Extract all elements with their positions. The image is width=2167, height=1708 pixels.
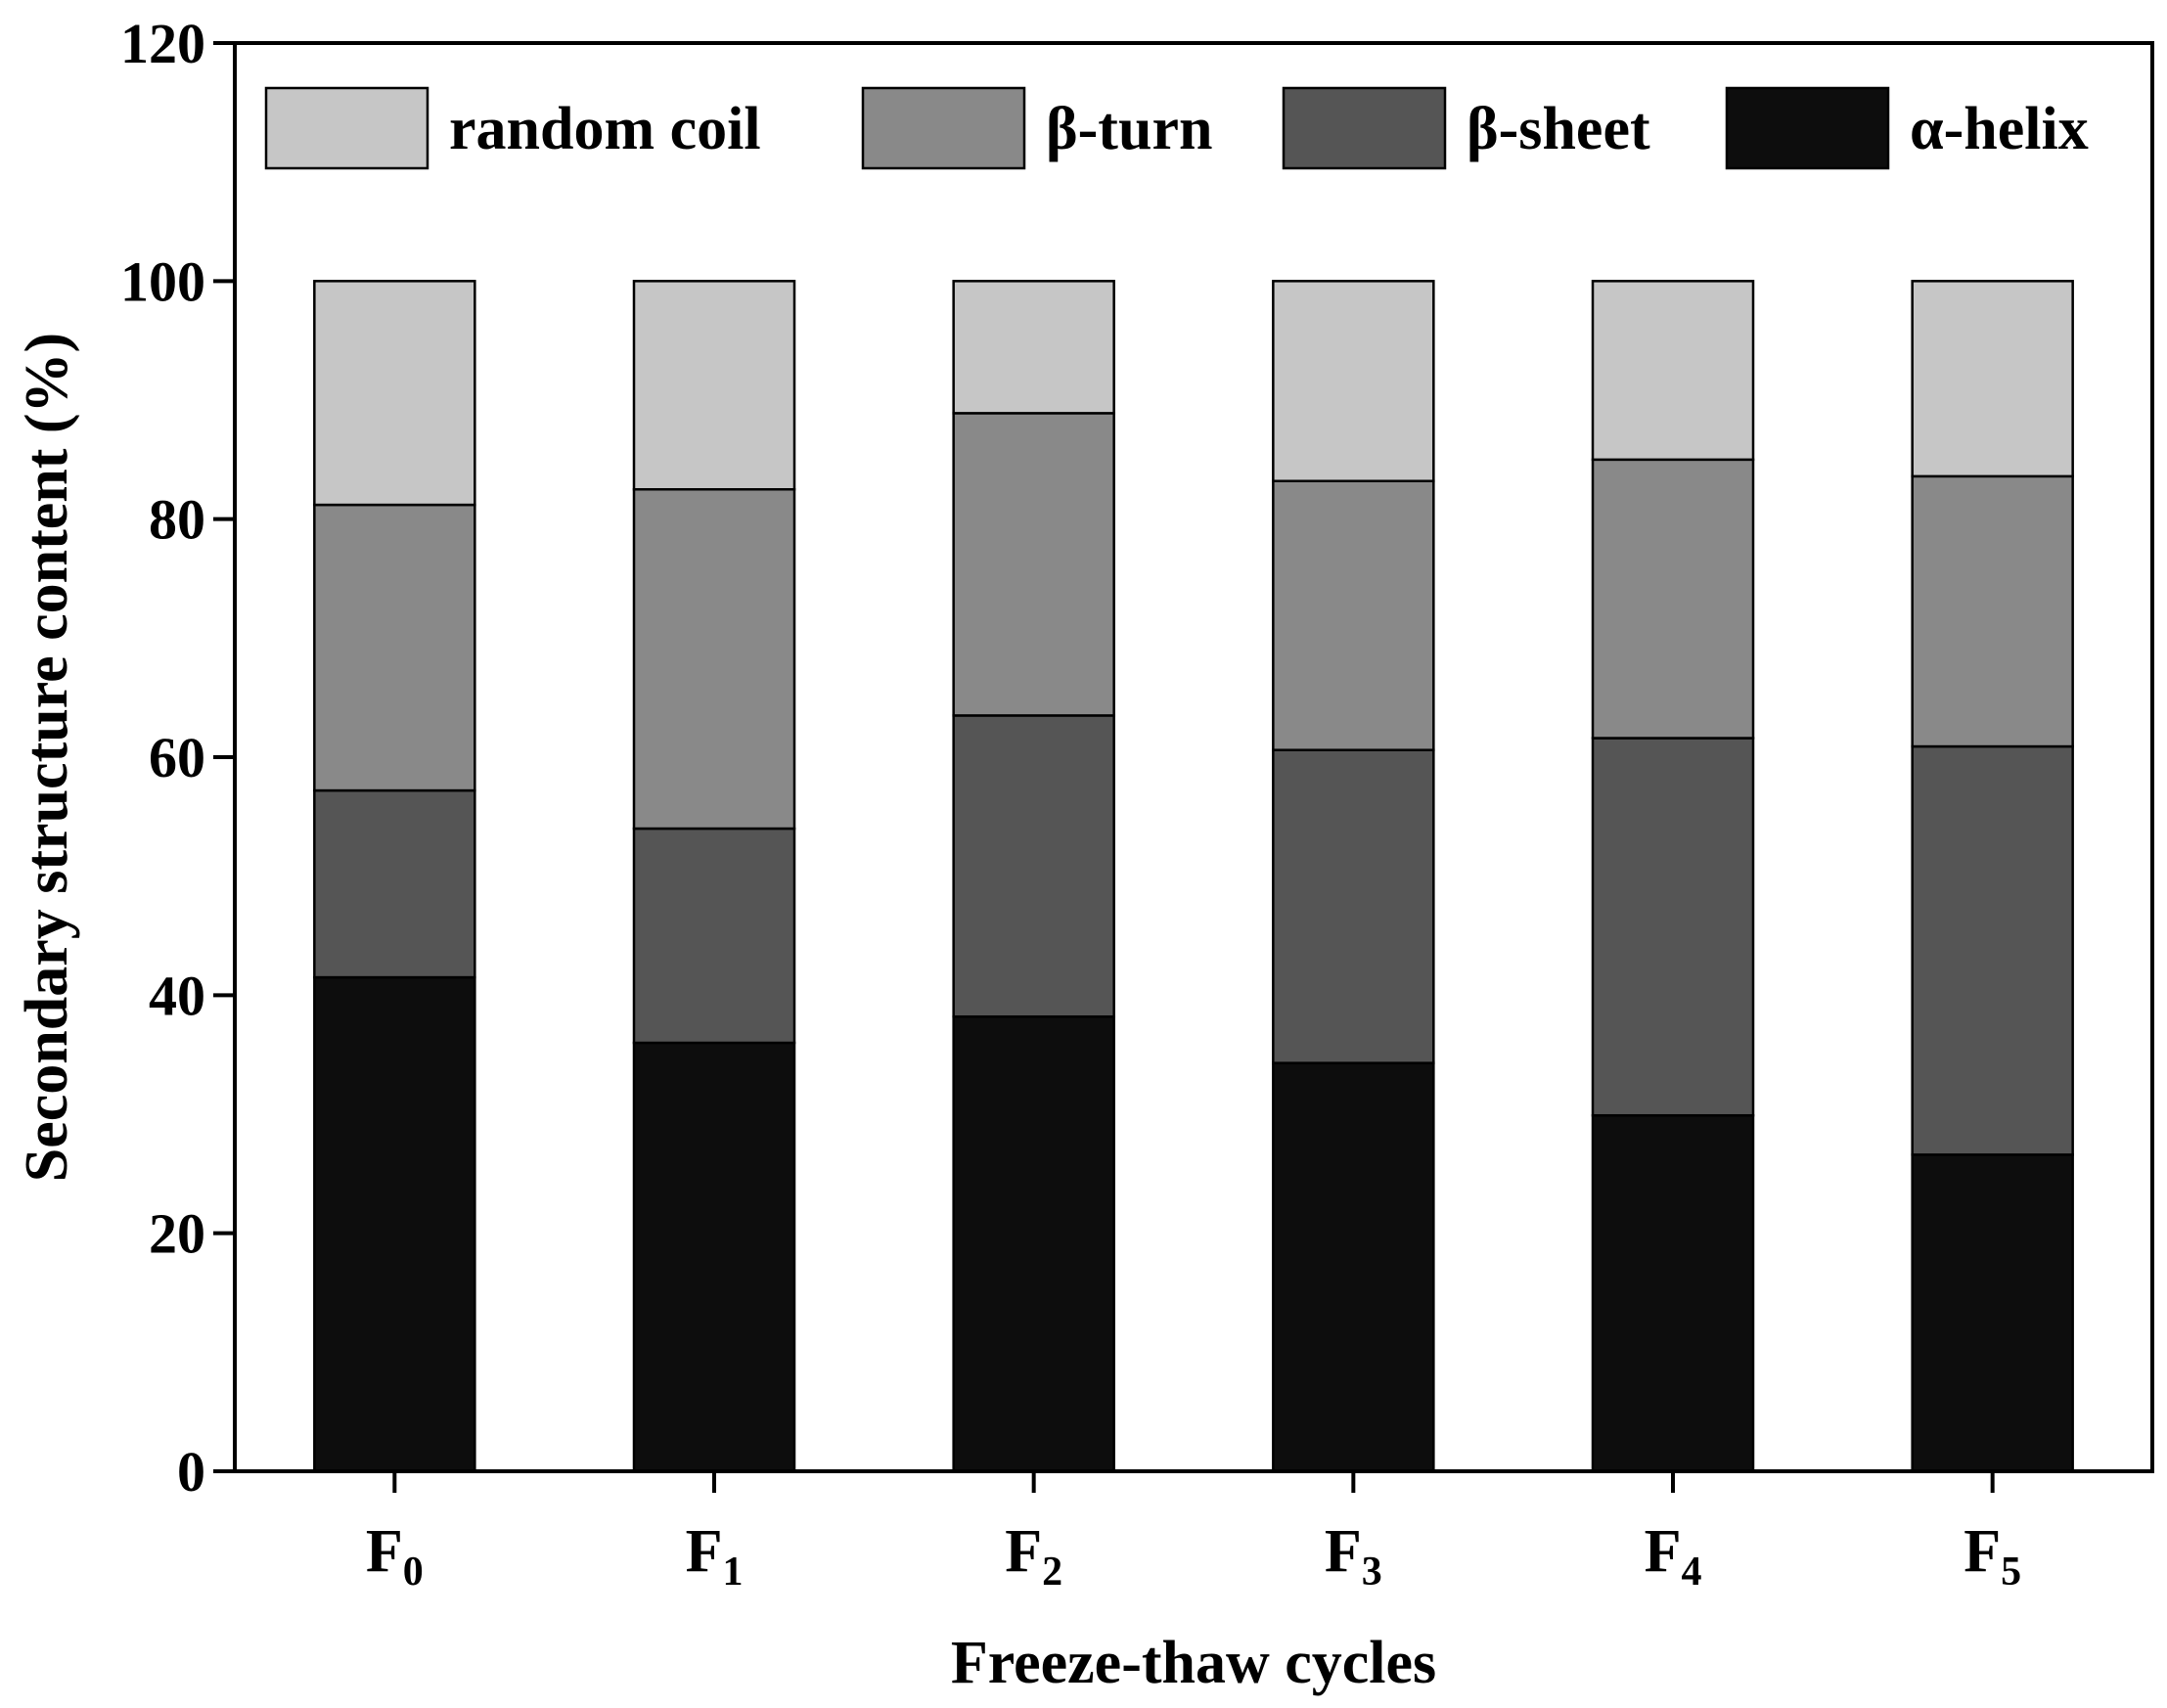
y-tick-label-60: 60	[149, 726, 205, 789]
bar-segment-F1-s2	[632, 488, 796, 831]
bar-segment-F0-s0	[313, 975, 476, 1473]
bar-segment-F2-s1	[952, 714, 1115, 1018]
legend-label-1: β-turn	[1046, 96, 1212, 162]
y-tick-label-0: 0	[177, 1440, 205, 1504]
bar-segment-F2-s0	[952, 1014, 1115, 1473]
x-tick-label-F0: F0	[366, 1518, 424, 1595]
bar-segment-F4-s1	[1591, 737, 1755, 1117]
x-tick-label-F3: F3	[1325, 1518, 1382, 1595]
bar-segment-F3-s0	[1272, 1061, 1435, 1473]
y-tick-label-40: 40	[149, 964, 205, 1027]
x-tick-label-F1: F1	[686, 1518, 744, 1595]
bar-segment-F3-s2	[1272, 479, 1435, 751]
plot-frame	[233, 41, 2154, 1473]
bar-segment-F4-s0	[1591, 1113, 1755, 1473]
bar-segment-F0-s1	[313, 788, 476, 979]
y-tick-label-20: 20	[149, 1202, 205, 1266]
legend-label-2: β-sheet	[1467, 96, 1650, 162]
bar-segment-F3-s3	[1272, 280, 1435, 482]
y-tick-label-80: 80	[149, 488, 205, 552]
y-axis: 0 20 40 60 80 100 120	[120, 12, 235, 1504]
legend-swatch-0	[264, 86, 429, 170]
legend-swatch-3	[1725, 86, 1890, 170]
bar-segment-F0-s3	[313, 280, 476, 507]
y-tick-label-120: 120	[120, 12, 205, 75]
legend-label-0: random coil	[449, 96, 761, 162]
legend-swatch-1	[861, 86, 1026, 170]
bar-segment-F1-s3	[632, 280, 796, 491]
legend-label-3: α-helix	[1910, 96, 2089, 162]
bar-segment-F5-s2	[1911, 474, 2074, 748]
bar-segment-F0-s2	[313, 503, 476, 792]
y-axis-title: Secondary structure content (%)	[14, 333, 80, 1182]
x-axis-title: Freeze-thaw cycles	[951, 1630, 1436, 1696]
bar-segment-F1-s0	[632, 1041, 796, 1473]
bar-segment-F5-s3	[1911, 280, 2074, 478]
bar-segment-F4-s2	[1591, 458, 1755, 740]
x-tick-label-F4: F4	[1645, 1518, 1702, 1595]
bar-segment-F4-s3	[1591, 280, 1755, 462]
bar-segment-F2-s3	[952, 280, 1115, 415]
bar-segment-F2-s2	[952, 412, 1115, 717]
bar-segment-F3-s1	[1272, 748, 1435, 1064]
bar-segment-F5-s1	[1911, 744, 2074, 1156]
x-tick-label-F5: F5	[1964, 1518, 2021, 1595]
bar-segment-F1-s1	[632, 827, 796, 1045]
x-axis: F0 F1 F2 F3 F4 F5	[366, 1471, 2021, 1595]
bar-segment-F5-s0	[1911, 1153, 2074, 1473]
legend-swatch-2	[1282, 86, 1447, 170]
y-tick-label-100: 100	[120, 249, 205, 313]
legend: random coil β-turn β-sheet α-helix	[264, 86, 2089, 170]
bars-layer	[313, 280, 2074, 1473]
x-tick-label-F2: F2	[1005, 1518, 1062, 1595]
